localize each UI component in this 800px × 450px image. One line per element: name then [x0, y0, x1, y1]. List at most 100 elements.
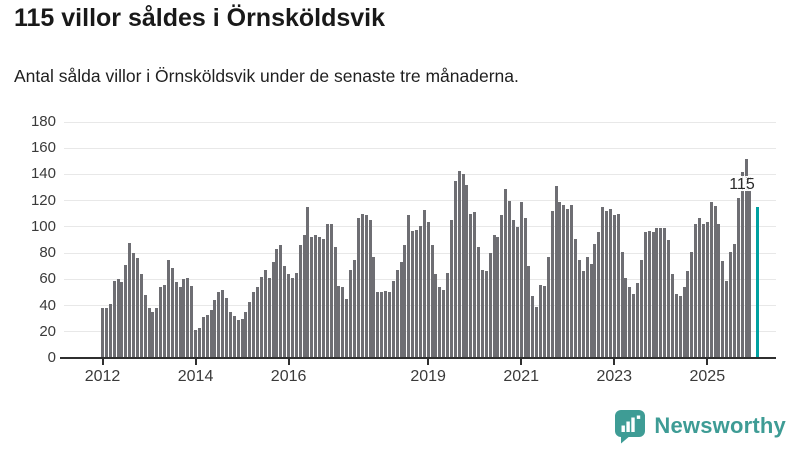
x-tick-mark [613, 359, 616, 365]
bar [376, 292, 380, 358]
bar [577, 259, 581, 358]
bar [415, 229, 419, 358]
y-tick-label: 100 [30, 217, 56, 235]
bar [546, 257, 550, 358]
bar [523, 217, 527, 358]
bar [256, 287, 260, 358]
bar [151, 312, 155, 358]
bar [205, 314, 209, 358]
bar [174, 281, 178, 358]
bar [453, 181, 457, 358]
bar [725, 280, 729, 358]
bar [349, 270, 353, 358]
bar [159, 287, 163, 358]
bar [294, 272, 298, 358]
bar [690, 251, 694, 358]
bar [535, 306, 539, 358]
bar [170, 267, 174, 358]
newsworthy-logo-text: Newsworthy [654, 413, 786, 438]
bar [182, 279, 186, 358]
bar [511, 220, 515, 358]
bar [674, 293, 678, 358]
bar [601, 207, 605, 358]
bar [124, 264, 128, 358]
bar [446, 272, 450, 358]
bar [360, 213, 364, 358]
bar [616, 213, 620, 358]
bar [701, 224, 705, 358]
bar [670, 274, 674, 358]
bar [562, 204, 566, 358]
bar [337, 285, 341, 358]
x-tick-mark [706, 359, 709, 365]
bar [628, 287, 632, 358]
bar [209, 309, 213, 358]
bar [566, 208, 570, 358]
newsworthy-logo[interactable]: Newsworthy [614, 408, 786, 444]
bar [682, 287, 686, 358]
gridline [64, 200, 776, 202]
bar [508, 200, 512, 358]
bar [178, 287, 182, 358]
gridline [64, 121, 776, 123]
bar [488, 253, 492, 358]
bar [302, 234, 306, 358]
bar [465, 184, 469, 358]
bar [403, 245, 407, 358]
bar [101, 308, 104, 358]
x-tick-label: 2016 [270, 368, 307, 385]
bar [539, 284, 543, 358]
plot-area [64, 121, 776, 358]
bar [314, 234, 318, 358]
bar [190, 285, 194, 358]
bar [744, 158, 748, 358]
bar [647, 230, 651, 358]
bar [705, 221, 709, 358]
bar [709, 201, 713, 358]
bar [438, 287, 442, 358]
bar [426, 221, 430, 358]
y-tick-label: 180 [30, 113, 56, 130]
bar [287, 274, 291, 358]
bar [694, 224, 698, 358]
bar [597, 232, 601, 358]
bar [132, 253, 136, 358]
bar [686, 271, 690, 358]
x-tick-label: 2021 [503, 368, 539, 385]
bar [620, 251, 624, 358]
highlight-bar [756, 207, 760, 358]
bar [496, 237, 500, 358]
bar [290, 278, 294, 358]
x-tick-mark [287, 359, 290, 365]
bar [372, 257, 376, 358]
x-tick-mark [427, 359, 430, 365]
bar [321, 238, 325, 358]
bar [263, 270, 267, 358]
bar [573, 238, 577, 358]
bar [380, 292, 384, 358]
bar [139, 274, 143, 358]
bar [391, 280, 395, 358]
bar [651, 232, 655, 358]
bar [306, 207, 310, 358]
y-tick-label: 120 [30, 191, 56, 209]
bar [232, 316, 236, 358]
y-tick-label: 0 [47, 349, 56, 366]
bar [155, 308, 159, 358]
bar [593, 243, 597, 358]
bar [252, 292, 256, 358]
chart-title: 115 villor såldes i Örnsköldsvik [14, 4, 386, 32]
bar-chart-speech-bubble-icon [614, 409, 647, 444]
bar [275, 249, 279, 358]
x-tick-label: 2014 [177, 368, 214, 385]
bar [368, 220, 372, 358]
bar [581, 271, 585, 358]
bar [612, 215, 616, 358]
bar [469, 213, 473, 358]
bar [318, 237, 322, 358]
bar [128, 242, 132, 358]
bar [624, 278, 628, 358]
bar [740, 171, 744, 358]
bar [643, 232, 647, 358]
y-tick-label: 80 [39, 244, 56, 262]
